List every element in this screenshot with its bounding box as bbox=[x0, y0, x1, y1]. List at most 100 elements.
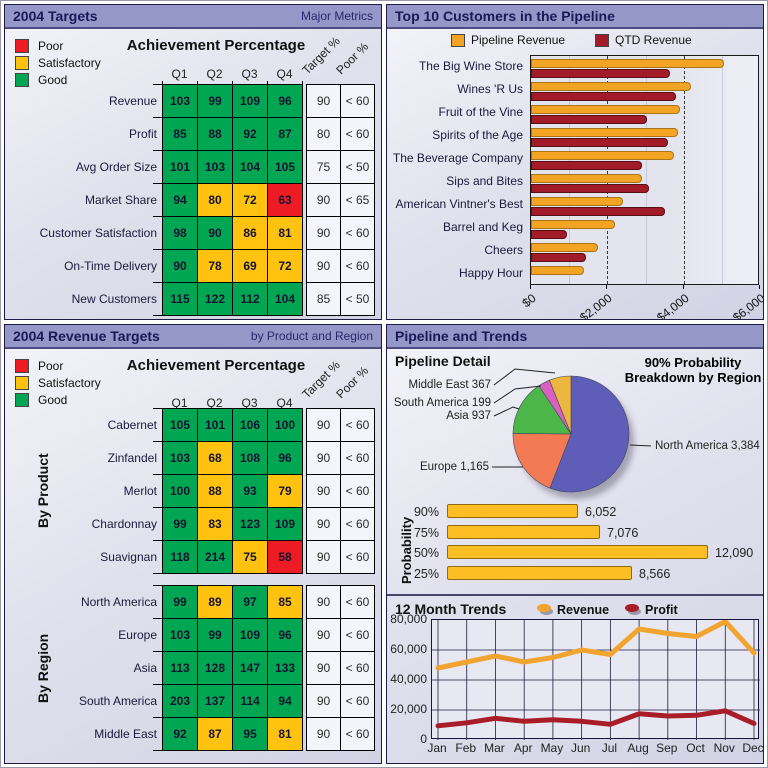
pie-slice-south-america[interactable] bbox=[538, 379, 572, 435]
pipeline-bar-cheers[interactable] bbox=[531, 243, 598, 252]
heatmap-cell-satisfactory[interactable]: 88 bbox=[197, 474, 233, 508]
heatmap-cell-good[interactable]: 98 bbox=[162, 216, 198, 250]
pipeline-bar-american-vintner-s-best[interactable] bbox=[531, 197, 623, 206]
qtd-bar-barrel-and-keg[interactable] bbox=[531, 230, 567, 239]
heatmap-cell-good[interactable]: 106 bbox=[232, 408, 268, 442]
heatmap-cell-good[interactable]: 103 bbox=[162, 441, 198, 475]
pipeline-bar-sips-and-bites[interactable] bbox=[531, 174, 642, 183]
heatmap-cell-satisfactory[interactable]: 87 bbox=[197, 717, 233, 751]
pipeline-bar-happy-hour[interactable] bbox=[531, 266, 584, 275]
heatmap-cell-good[interactable]: 109 bbox=[232, 84, 268, 118]
heatmap-cell-satisfactory[interactable]: 81 bbox=[267, 216, 303, 250]
heatmap-cell-good[interactable]: 105 bbox=[162, 408, 198, 442]
heatmap-cell-good[interactable]: 105 bbox=[267, 150, 303, 184]
heatmap-cell-good[interactable]: 94 bbox=[267, 684, 303, 718]
heatmap-cell-good[interactable]: 203 bbox=[162, 684, 198, 718]
heatmap-cell-good[interactable]: 92 bbox=[232, 117, 268, 151]
qtd-bar-cheers[interactable] bbox=[531, 253, 586, 262]
heatmap-cell-good[interactable]: 90 bbox=[197, 216, 233, 250]
heatmap-cell-good[interactable]: 137 bbox=[197, 684, 233, 718]
heatmap-cell-satisfactory[interactable]: 75 bbox=[232, 540, 268, 574]
heatmap-cell-satisfactory[interactable]: 81 bbox=[267, 717, 303, 751]
heatmap-cell-good[interactable]: 99 bbox=[162, 507, 198, 541]
probability-bar-90pct[interactable] bbox=[447, 504, 578, 518]
heatmap-cell-good[interactable]: 103 bbox=[162, 618, 198, 652]
heatmap-cell-good[interactable]: 104 bbox=[267, 282, 303, 316]
heatmap-cell-good[interactable]: 109 bbox=[232, 618, 268, 652]
heatmap-cell-good[interactable]: 94 bbox=[162, 183, 198, 217]
qtd-bar-fruit-of-the-vine[interactable] bbox=[531, 115, 647, 124]
heatmap-cell-good[interactable]: 100 bbox=[267, 408, 303, 442]
heatmap-cell-good[interactable]: 114 bbox=[232, 684, 268, 718]
heatmap-cell-good[interactable]: 113 bbox=[162, 651, 198, 685]
heatmap-cell-good[interactable]: 97 bbox=[232, 585, 268, 619]
qtd-bar-the-big-wine-store[interactable] bbox=[531, 69, 670, 78]
pie-slice-europe[interactable] bbox=[512, 433, 572, 489]
pie-slice-north-america[interactable] bbox=[549, 375, 630, 493]
pipeline-bar-the-beverage-company[interactable] bbox=[531, 151, 674, 160]
pipeline-bar-spirits-of-the-age[interactable] bbox=[531, 128, 678, 137]
pie-slice-middle-east[interactable] bbox=[549, 375, 572, 435]
heatmap-cell-poor[interactable]: 63 bbox=[267, 183, 303, 217]
qtd-bar-sips-and-bites[interactable] bbox=[531, 184, 649, 193]
heatmap-cell-good[interactable]: 128 bbox=[197, 651, 233, 685]
heatmap-cell-satisfactory[interactable]: 86 bbox=[232, 216, 268, 250]
heatmap-cell-satisfactory[interactable]: 72 bbox=[232, 183, 268, 217]
pipeline-bar-barrel-and-keg[interactable] bbox=[531, 220, 615, 229]
heatmap-cell-good[interactable]: 122 bbox=[197, 282, 233, 316]
targets-panel-title: 2004 Targets bbox=[13, 8, 98, 24]
heatmap-cell-satisfactory[interactable]: 79 bbox=[267, 474, 303, 508]
heatmap-cell-good[interactable]: 100 bbox=[162, 474, 198, 508]
pipeline-bar-wines-r-us[interactable] bbox=[531, 82, 691, 91]
heatmap-cell-good[interactable]: 90 bbox=[162, 249, 198, 283]
qtd-bar-the-beverage-company[interactable] bbox=[531, 161, 642, 170]
probability-bar-75pct[interactable] bbox=[447, 524, 600, 539]
pipeline-bar-the-big-wine-store[interactable] bbox=[531, 59, 724, 68]
heatmap-cell-good[interactable]: 92 bbox=[162, 717, 198, 751]
heatmap-cell-good[interactable]: 112 bbox=[232, 282, 268, 316]
col-header-q4: Q4 bbox=[276, 396, 293, 410]
heatmap-cell-good[interactable]: 88 bbox=[197, 117, 233, 151]
heatmap-cell-good[interactable]: 99 bbox=[162, 585, 198, 619]
heatmap-cell-good[interactable]: 104 bbox=[232, 150, 268, 184]
heatmap-cell-good[interactable]: 109 bbox=[267, 507, 303, 541]
heatmap-cell-good[interactable]: 147 bbox=[232, 651, 268, 685]
heatmap-cell-good[interactable]: 96 bbox=[267, 618, 303, 652]
heatmap-cell-good[interactable]: 96 bbox=[267, 441, 303, 475]
heatmap-cell-good[interactable]: 96 bbox=[267, 84, 303, 118]
probability-bar-25pct[interactable] bbox=[447, 565, 632, 580]
heatmap-cell-satisfactory[interactable]: 89 bbox=[197, 585, 233, 619]
heatmap-cell-satisfactory[interactable]: 72 bbox=[267, 249, 303, 283]
pie-slice-asia[interactable] bbox=[512, 385, 572, 435]
heatmap-cell-good[interactable]: 108 bbox=[232, 441, 268, 475]
heatmap-cell-satisfactory[interactable]: 80 bbox=[197, 183, 233, 217]
probability-bar-50pct[interactable] bbox=[447, 545, 708, 559]
heatmap-cell-good[interactable]: 214 bbox=[197, 540, 233, 574]
heatmap-cell-satisfactory[interactable]: 85 bbox=[267, 585, 303, 619]
customer-label-wines-r-us: Wines 'R Us bbox=[457, 82, 523, 96]
heatmap-cell-good[interactable]: 95 bbox=[232, 717, 268, 751]
heatmap-cell-good[interactable]: 123 bbox=[232, 507, 268, 541]
heatmap-cell-good[interactable]: 118 bbox=[162, 540, 198, 574]
pipeline-bar-fruit-of-the-vine[interactable] bbox=[531, 105, 680, 114]
heatmap-cell-good[interactable]: 101 bbox=[162, 150, 198, 184]
heatmap-cell-good[interactable]: 103 bbox=[162, 84, 198, 118]
heatmap-cell-good[interactable]: 115 bbox=[162, 282, 198, 316]
heatmap-cell-satisfactory[interactable]: 68 bbox=[197, 441, 233, 475]
qtd-bar-wines-r-us[interactable] bbox=[531, 92, 676, 101]
heatmap-cell-good[interactable]: 85 bbox=[162, 117, 198, 151]
heatmap-cell-good[interactable]: 99 bbox=[197, 84, 233, 118]
heatmap-cell-satisfactory[interactable]: 78 bbox=[197, 249, 233, 283]
heatmap-cell-poor[interactable]: 58 bbox=[267, 540, 303, 574]
poor-cell: < 60 bbox=[340, 540, 375, 574]
heatmap-cell-good[interactable]: 101 bbox=[197, 408, 233, 442]
heatmap-cell-good[interactable]: 93 bbox=[232, 474, 268, 508]
heatmap-cell-satisfactory[interactable]: 69 bbox=[232, 249, 268, 283]
qtd-bar-spirits-of-the-age[interactable] bbox=[531, 138, 668, 147]
heatmap-cell-good[interactable]: 133 bbox=[267, 651, 303, 685]
heatmap-cell-satisfactory[interactable]: 83 bbox=[197, 507, 233, 541]
qtd-bar-american-vintner-s-best[interactable] bbox=[531, 207, 665, 216]
heatmap-cell-good[interactable]: 103 bbox=[197, 150, 233, 184]
heatmap-cell-good[interactable]: 99 bbox=[197, 618, 233, 652]
heatmap-cell-good[interactable]: 87 bbox=[267, 117, 303, 151]
